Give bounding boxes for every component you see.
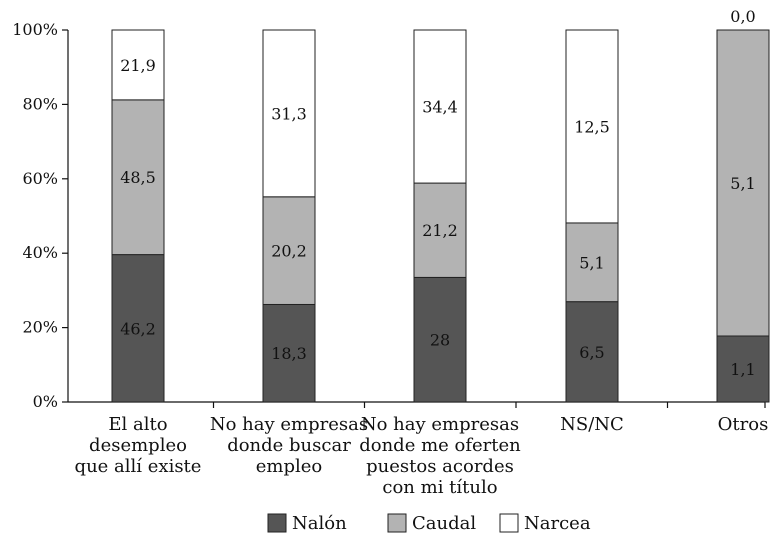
bar-segment-caudal [716, 29, 770, 337]
bar-segment-caudal [111, 99, 165, 256]
x-category-label: Otros [718, 414, 769, 435]
legend-label-nalón: Nalón [292, 513, 347, 534]
bar-segment-narcea [262, 29, 316, 198]
data-label-caudal: 48,5 [120, 168, 156, 187]
y-tick-label: 0% [33, 392, 58, 411]
data-label-nalón: 18,3 [271, 344, 307, 363]
bar-segment-nalón [565, 301, 619, 403]
data-label-nalón: 1,1 [730, 360, 755, 379]
data-label-nalón: 6,5 [579, 343, 604, 362]
legend-label-narcea: Narcea [524, 513, 591, 534]
bar-segment-caudal [413, 182, 467, 278]
bar-segment-caudal [262, 196, 316, 305]
y-tick-label: 100% [12, 20, 58, 39]
data-label-narcea: 34,4 [422, 98, 458, 117]
legend-swatch-narcea [499, 513, 519, 533]
chart-data-labels: 46,2 48,5 21,9 18,3 20,2 31,3 28 21,2 34,4 6,5 5,1… [120, 7, 756, 379]
y-tick-label: 20% [22, 318, 58, 337]
bar-segment-narcea [565, 29, 619, 224]
data-label-caudal: 20,2 [271, 242, 307, 261]
x-category-label: NS/NC [560, 414, 624, 435]
data-label-narcea: 12,5 [574, 117, 610, 136]
data-label-nalón: 28 [430, 331, 450, 350]
x-category-label: No hay empresas donde me oferten puestos a… [359, 414, 521, 498]
x-category-label: No hay empresas donde buscar empleo [210, 414, 368, 477]
y-tick-label: 40% [22, 243, 58, 262]
legend-label-caudal: Caudal [412, 513, 476, 534]
legend-swatch-nalón [267, 513, 287, 533]
data-label-caudal: 21,2 [422, 221, 458, 240]
data-label-caudal: 5,1 [579, 253, 604, 272]
data-label-nalón: 46,2 [120, 319, 156, 338]
data-label-narcea: 31,3 [271, 104, 307, 123]
chart-axes: 0% 20% 40% 60% 80% 100% [12, 20, 766, 411]
y-tick-label: 60% [22, 169, 58, 188]
bar-segment-narcea [413, 29, 467, 184]
chart-legend: Nalón Caudal Narcea [267, 513, 591, 534]
data-label-caudal: 5,1 [730, 174, 755, 193]
y-tick-label: 80% [22, 94, 58, 113]
data-label-narcea: 0,0 [730, 7, 755, 26]
bar-segment-nalón [262, 303, 316, 403]
chart-bars [111, 29, 770, 403]
data-label-narcea: 21,9 [120, 56, 156, 75]
x-category-label: El alto desempleo que allí existe [75, 414, 202, 477]
bar-segment-nalón [111, 254, 165, 403]
legend-swatch-caudal [387, 513, 407, 533]
bar-segment-narcea [111, 29, 165, 101]
bar-segment-nalón [413, 276, 467, 403]
bar-segment-nalón [716, 335, 770, 403]
